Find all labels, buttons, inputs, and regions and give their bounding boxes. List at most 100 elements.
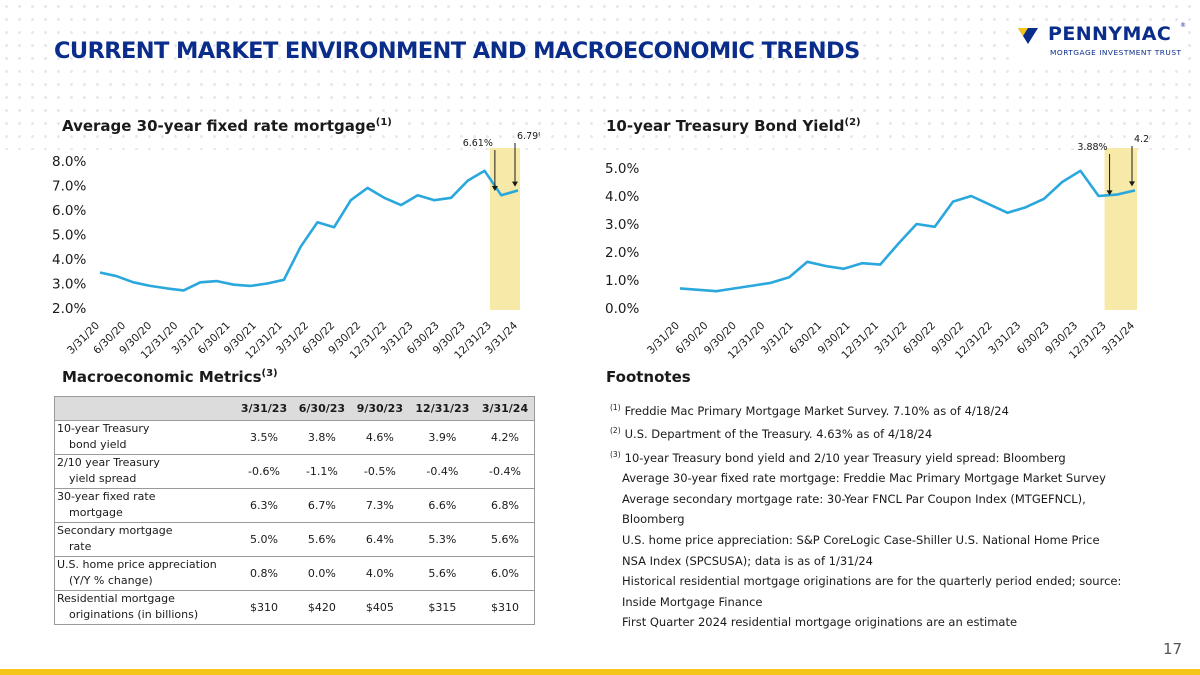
table-row: 2/10 year Treasury yield spread -0.6% -1.…	[54, 454, 535, 489]
table-cell: $315	[408, 590, 476, 625]
footnote-item: (2) U.S. Department of the Treasury. 4.63…	[610, 426, 933, 442]
treasury-annotation-label: 4.20%	[1134, 134, 1150, 145]
row-label: U.S. home price appreciation (Y/Y % chang…	[54, 556, 235, 591]
table-cell: -1.1%	[292, 454, 351, 489]
treasury-annotation-label: 3.88%	[1077, 142, 1107, 153]
table-header-row: 3/31/23 6/30/23 9/30/23 12/31/23 3/31/24	[54, 396, 535, 421]
mortgage-annotation-label: 6.79%	[517, 131, 540, 142]
table-row: Secondary mortgage rate 5.0% 5.6% 6.4% 5.…	[54, 522, 535, 557]
table-cell: 3.8%	[292, 420, 351, 455]
table-cell: $310	[235, 590, 293, 625]
table-cell: 3.9%	[408, 420, 476, 455]
table-cell: 0.8%	[235, 556, 293, 591]
table-cell: 6.0%	[475, 556, 535, 591]
mortgage-ytick-label: 6.0%	[52, 203, 86, 219]
table-header-blank	[54, 396, 235, 421]
treasury-series-line	[679, 169, 1136, 293]
logo-subtitle: MORTGAGE INVESTMENT TRUST	[1050, 48, 1182, 57]
mortgage-ytick-label: 2.0%	[52, 301, 86, 317]
table-row: U.S. home price appreciation (Y/Y % chang…	[54, 556, 535, 591]
table-row: 10-year Treasury bond yield 3.5% 3.8% 4.6…	[54, 420, 535, 455]
company-logo: PENNYMAC ® MORTGAGE INVESTMENT TRUST	[1016, 22, 1188, 62]
table-cell: 5.6%	[292, 522, 351, 557]
table-header-col: 6/30/23	[292, 396, 351, 421]
treasury-xtick-label: 3/31/24	[1100, 319, 1137, 356]
table-cell: 4.2%	[475, 420, 535, 455]
treasury-ytick-label: 0.0%	[605, 301, 639, 317]
table-cell: -0.6%	[235, 454, 293, 489]
page-title: CURRENT MARKET ENVIRONMENT AND MACROECON…	[54, 38, 860, 64]
table-cell: 5.6%	[475, 522, 535, 557]
table-cell: -0.4%	[475, 454, 535, 489]
table-row: Residential mortgage originations (in bil…	[54, 590, 535, 625]
mortgage-ytick-label: 5.0%	[52, 228, 86, 244]
table-cell: 6.8%	[475, 488, 535, 523]
treasury-annotation-arrowhead	[1129, 181, 1135, 187]
row-label: 2/10 year Treasury yield spread	[54, 454, 235, 489]
footnote-item: (3) 10-year Treasury bond yield and 2/10 …	[610, 449, 1066, 465]
treasury-yield-chart: 5.0%4.0%3.0%2.0%1.0%0.0%3/31/206/30/209/…	[605, 134, 1150, 361]
table-header-col: 3/31/24	[475, 396, 535, 421]
table-cell: -0.5%	[350, 454, 409, 489]
table-cell: 3.5%	[235, 420, 293, 455]
macroeconomic-metrics-table: 3/31/23 6/30/23 9/30/23 12/31/23 3/31/24…	[54, 396, 535, 625]
table-header-col: 9/30/23	[350, 396, 409, 421]
logo-registered-mark: ®	[1180, 22, 1186, 29]
table-cell: 5.3%	[408, 522, 476, 557]
table-cell: 0.0%	[292, 556, 351, 591]
mortgage-rate-chart: 8.0%7.0%6.0%5.0%4.0%3.0%2.0%3/31/206/30/…	[52, 131, 540, 361]
logo-name: PENNYMAC	[1048, 23, 1172, 45]
table-cell: 5.0%	[235, 522, 293, 557]
table-cell: $405	[350, 590, 409, 625]
treasury-ytick-label: 3.0%	[605, 217, 639, 233]
table-cell: 6.7%	[292, 488, 351, 523]
mortgage-ytick-label: 4.0%	[52, 252, 86, 268]
treasury-ytick-label: 4.0%	[605, 189, 639, 205]
footnote-line: Inside Mortgage Finance	[622, 594, 763, 609]
row-label: Secondary mortgage rate	[54, 522, 235, 557]
treasury-ytick-label: 2.0%	[605, 245, 639, 261]
footnote-line: Bloomberg	[622, 512, 685, 527]
footnote-line: Historical residential mortgage originat…	[622, 574, 1122, 589]
footnote-line: First Quarter 2024 residential mortgage …	[622, 615, 1018, 630]
mortgage-ytick-label: 3.0%	[52, 277, 86, 293]
footnote-line: Average secondary mortgage rate: 30-Year…	[622, 491, 1086, 506]
footnotes-list: (1) Freddie Mac Primary Mortgage Market S…	[610, 398, 1122, 633]
footnote-line: U.S. home price appreciation: S&P CoreLo…	[622, 533, 1100, 548]
table-cell: 4.0%	[350, 556, 409, 591]
row-label: 30-year fixed rate mortgage	[54, 488, 235, 523]
table-cell: $310	[475, 590, 535, 625]
footnotes-heading: Footnotes	[606, 368, 697, 386]
treasury-ytick-label: 1.0%	[605, 273, 639, 289]
mortgage-ytick-label: 8.0%	[52, 154, 86, 170]
row-label: 10-year Treasury bond yield	[54, 420, 235, 455]
row-label: Residential mortgage originations (in bil…	[54, 590, 235, 625]
table-cell: 5.6%	[408, 556, 476, 591]
table-header-col: 3/31/23	[235, 396, 293, 421]
table-row: 30-year fixed rate mortgage 6.3% 6.7% 7.3…	[54, 488, 535, 523]
metrics-heading: Macroeconomic Metrics(3)	[62, 368, 284, 386]
mortgage-series-line	[99, 169, 519, 292]
mortgage-chart-heading: Average 30-year fixed rate mortgage(1)	[62, 117, 398, 135]
table-cell: $420	[292, 590, 351, 625]
footnote-line: Average 30-year fixed rate mortgage: Fre…	[622, 471, 1106, 486]
treasury-chart-heading: 10-year Treasury Bond Yield(2)	[606, 117, 867, 135]
table-cell: 6.3%	[235, 488, 293, 523]
table-header-col: 12/31/23	[408, 396, 476, 421]
treasury-annotation-arrowhead	[1106, 190, 1113, 196]
bottom-accent-bar	[0, 669, 1200, 675]
mortgage-annotation-arrowhead	[512, 181, 518, 187]
table-cell: 7.3%	[350, 488, 409, 523]
footnote-item: (1) Freddie Mac Primary Mortgage Market S…	[610, 403, 1009, 418]
mortgage-ytick-label: 7.0%	[52, 179, 86, 195]
mortgage-annotation-label: 6.61%	[463, 138, 493, 149]
logo-mark-icon	[1018, 28, 1038, 44]
footnote-line: NSA Index (SPCSUSA); data is as of 1/31/…	[622, 553, 873, 568]
mortgage-annotation-arrowhead	[491, 186, 498, 192]
table-cell: -0.4%	[408, 454, 476, 489]
treasury-ytick-label: 5.0%	[605, 161, 639, 177]
table-cell: 4.6%	[350, 420, 409, 455]
table-cell: 6.4%	[350, 522, 409, 557]
table-cell: 6.6%	[408, 488, 476, 523]
page-number: 17	[1163, 640, 1183, 658]
